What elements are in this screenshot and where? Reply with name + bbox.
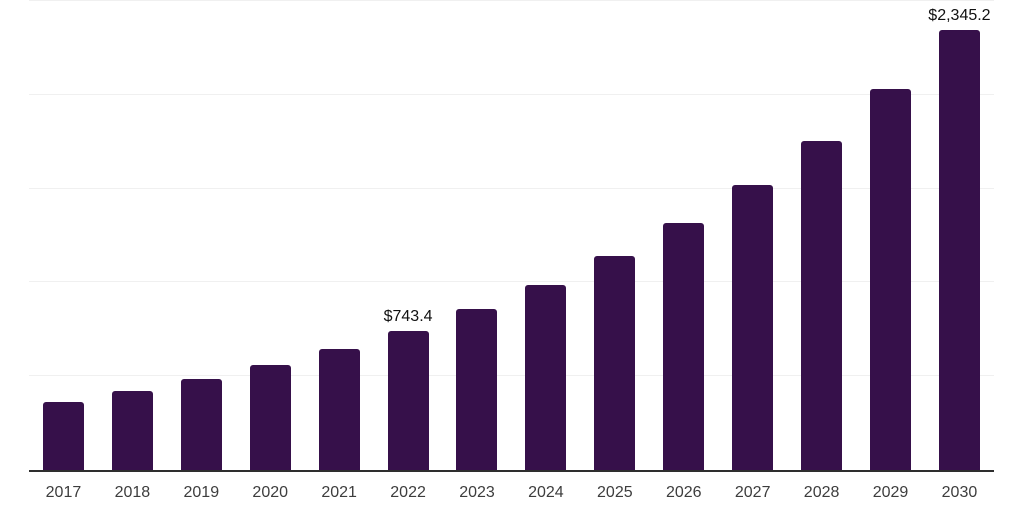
x-tick-2024: 2024 (528, 484, 564, 501)
bar-column-2024 (511, 1, 580, 470)
bar-column-2027 (718, 1, 787, 470)
bar-2023 (456, 309, 498, 470)
x-tick-2021: 2021 (321, 484, 357, 501)
x-tick-2022: 2022 (390, 484, 426, 501)
x-tick-2018: 2018 (114, 484, 151, 501)
x-axis-labels: 2017 2018 2019 2020 2021 2022 2023 2024 2025 2026… (29, 483, 994, 502)
x-tick-2030: 2030 (941, 484, 978, 501)
bars-row: $743.4 $2,345.2 (29, 1, 994, 470)
bar-column-2018 (98, 1, 167, 470)
data-label-2022: $743.4 (383, 307, 433, 325)
bar-column-2020 (236, 1, 305, 470)
bar-2030 (938, 30, 980, 470)
bar-2028 (801, 140, 843, 470)
bar-column-2022: $743.4 (374, 1, 443, 470)
x-tick-2020: 2020 (252, 484, 289, 501)
bar-2021 (318, 349, 360, 470)
bar-2029 (870, 89, 912, 470)
bar-2020 (249, 364, 291, 470)
x-tick-2017: 2017 (45, 484, 82, 501)
gridline-1000 (29, 281, 994, 283)
bar-column-2025 (580, 1, 649, 470)
bar-column-2030: $2,345.2 (925, 1, 994, 470)
bar-2026 (663, 222, 705, 470)
x-tick-2019: 2019 (183, 484, 220, 501)
data-label-2030: $2,345.2 (928, 7, 991, 25)
x-tick-2028: 2028 (803, 484, 840, 501)
bar-column-2029 (856, 1, 925, 470)
bar-column-2028 (787, 1, 856, 470)
x-tick-2026: 2026 (665, 484, 702, 501)
gridline-1500 (29, 187, 994, 189)
x-tick-2023: 2023 (459, 484, 495, 501)
bar-column-2019 (167, 1, 236, 470)
gridline-2000 (29, 93, 994, 95)
bar-2024 (525, 285, 567, 470)
x-axis-line (29, 470, 994, 472)
bar-2022 (387, 330, 429, 470)
bar-column-2026 (649, 1, 718, 470)
plot-area: $743.4 $2,345.2 (29, 0, 994, 470)
bar-2018 (111, 391, 153, 470)
x-tick-2029: 2029 (872, 484, 909, 501)
bar-2027 (732, 184, 774, 470)
bar-2017 (42, 401, 84, 470)
bar-2019 (180, 379, 222, 470)
bar-column-2021 (305, 1, 374, 470)
x-tick-2025: 2025 (597, 484, 633, 501)
gridline-2500 (29, 0, 994, 1)
gridline-500 (29, 375, 994, 377)
bar-column-2017 (29, 1, 98, 470)
bar-2025 (594, 256, 636, 470)
x-tick-2027: 2027 (734, 484, 771, 501)
bar-column-2023 (443, 1, 512, 470)
